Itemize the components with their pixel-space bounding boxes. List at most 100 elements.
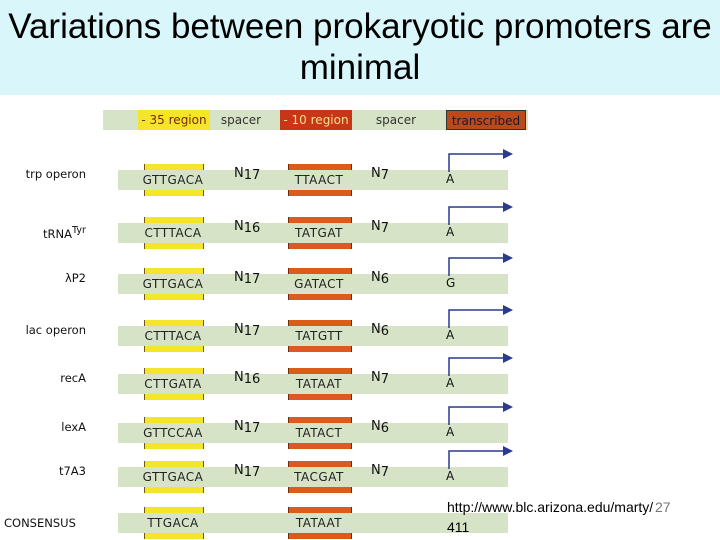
source-url: http://www.blc.arizona.edu/marty/ 411 <box>447 497 653 537</box>
row-label-text: trp operon <box>25 167 86 181</box>
minus35-sequence: GTTCCAA <box>130 423 216 443</box>
spacer-n: N <box>371 166 381 181</box>
legend-transcribed: transcribed <box>446 110 526 130</box>
row-label: CONSENSUS <box>4 516 76 530</box>
spacer-n-count: 7 <box>380 221 390 236</box>
spacer-n: N <box>371 219 381 234</box>
transcription-start-arrow-icon <box>448 446 513 469</box>
minus10-sequence: TATACT <box>282 423 356 443</box>
start-base: G <box>446 276 456 290</box>
spacer-n-count: 16 <box>243 372 261 387</box>
spacer-n: N <box>371 270 381 285</box>
spacer-n-count: 7 <box>380 168 390 183</box>
minus35-sequence: CTTTACA <box>130 223 216 243</box>
minus10-sequence: TTAACT <box>282 170 356 190</box>
transcription-start-arrow-icon <box>448 402 513 425</box>
row-label-text: lac operon <box>25 323 86 337</box>
spacer-n-count: 17 <box>243 465 261 480</box>
spacer-n-count: 6 <box>380 324 390 339</box>
legend-minus35: - 35 region <box>138 110 210 130</box>
minus10-sequence: TATAAT <box>282 513 356 533</box>
spacer-length-2: N7 <box>371 166 389 183</box>
spacer-n-count: 17 <box>243 421 261 436</box>
spacer-n: N <box>234 370 244 385</box>
spacer-length-1: N17 <box>234 270 260 287</box>
spacer-n: N <box>371 322 381 337</box>
spacer-length-2: N6 <box>371 270 389 287</box>
row-label: tRNATyr <box>43 225 86 241</box>
transcription-start-arrow-icon <box>448 149 513 172</box>
spacer-n: N <box>234 270 244 285</box>
spacer-n-count: 17 <box>243 272 261 287</box>
spacer-n: N <box>234 419 244 434</box>
title-band <box>0 0 720 95</box>
transcription-start-arrow-icon <box>448 253 513 276</box>
slide-title: Variations between prokaryotic promoters… <box>8 7 712 87</box>
row-label: lexA <box>61 420 86 434</box>
source-url-line2: 411 <box>447 519 470 535</box>
spacer-length-1: N16 <box>234 219 260 236</box>
spacer-length-1: N17 <box>234 166 260 183</box>
spacer-n-count: 7 <box>380 465 390 480</box>
row-label-text: t7A3 <box>58 464 86 478</box>
legend-minus10: - 10 region <box>280 110 352 130</box>
start-base: A <box>446 469 455 483</box>
minus35-sequence: TTGACA <box>130 513 216 533</box>
row-label-text: λP2 <box>64 271 86 285</box>
minus10-sequence: TACGAT <box>282 467 356 487</box>
spacer-n: N <box>234 166 244 181</box>
start-base: A <box>446 328 455 342</box>
spacer-n-count: 6 <box>380 272 390 287</box>
spacer-n-count: 16 <box>243 221 261 236</box>
source-url-line1: http://www.blc.arizona.edu/marty/ <box>447 499 654 515</box>
spacer-length-2: N6 <box>371 419 389 436</box>
minus10-sequence: GATACT <box>282 274 356 294</box>
transcription-start-arrow-icon <box>448 353 513 376</box>
spacer-length-2: N7 <box>371 370 389 387</box>
minus35-sequence: GTTGACA <box>130 170 216 190</box>
minus35-sequence: GTTGACA <box>130 274 216 294</box>
spacer-n-count: 7 <box>380 372 390 387</box>
spacer-n-count: 17 <box>243 168 261 183</box>
legend-spacer-1: spacer <box>220 113 262 127</box>
spacer-n-count: 17 <box>243 324 261 339</box>
start-base: A <box>446 225 455 239</box>
minus35-sequence: CTTGATA <box>130 374 216 394</box>
spacer-length-2: N6 <box>371 322 389 339</box>
spacer-n: N <box>234 219 244 234</box>
minus35-sequence: GTTGACA <box>130 467 216 487</box>
transcription-start-arrow-icon <box>448 202 513 225</box>
minus35-sequence: CTTTACA <box>130 326 216 346</box>
row-label-superscript: Tyr <box>72 225 86 236</box>
minus10-sequence: TATGTT <box>282 326 356 346</box>
spacer-length-2: N7 <box>371 463 389 480</box>
spacer-n: N <box>234 463 244 478</box>
row-label: t7A3 <box>59 464 86 478</box>
spacer-n-count: 6 <box>380 421 390 436</box>
spacer-n: N <box>371 370 381 385</box>
start-base: A <box>446 172 455 186</box>
start-base: A <box>446 376 455 390</box>
spacer-length-1: N17 <box>234 463 260 480</box>
spacer-n: N <box>371 463 381 478</box>
row-label-text: lexA <box>61 420 86 434</box>
spacer-n: N <box>371 419 381 434</box>
minus10-sequence: TATGAT <box>282 223 356 243</box>
legend-spacer-2: spacer <box>375 113 417 127</box>
spacer-length-2: N7 <box>371 219 389 236</box>
page-number: 27 <box>655 499 671 515</box>
spacer-length-1: N16 <box>234 370 260 387</box>
row-label: recA <box>60 371 86 385</box>
start-base: A <box>446 425 455 439</box>
row-label-text: tRNA <box>43 226 73 241</box>
row-label: trp operon <box>26 167 86 181</box>
row-label-text: recA <box>60 371 86 385</box>
transcription-start-arrow-icon <box>448 305 513 328</box>
row-label: lac operon <box>26 323 86 337</box>
row-label: λP2 <box>65 271 86 285</box>
spacer-length-1: N17 <box>234 419 260 436</box>
spacer-n: N <box>234 322 244 337</box>
spacer-length-1: N17 <box>234 322 260 339</box>
minus10-sequence: TATAAT <box>282 374 356 394</box>
row-label-text: CONSENSUS <box>4 516 76 530</box>
